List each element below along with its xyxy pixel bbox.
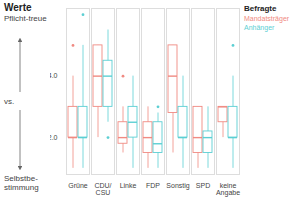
html-text:Werte: Werte (4, 2, 32, 13)
html-text:Pflicht-treue: Pflicht-treue (4, 14, 47, 23)
svg-text:keineAngabe: keineAngabe (216, 182, 240, 197)
svg-text:Sonstig: Sonstig (166, 182, 189, 190)
svg-text:2.0: 2.0 (50, 134, 58, 141)
html-text:vs.: vs. (4, 97, 15, 106)
html-text:Anhänger: Anhänger (244, 24, 275, 31)
html-text:Selbstbe-stimmung: Selbstbe-stimmung (4, 174, 39, 192)
svg-text:CDU/CSU: CDU/CSU (94, 182, 111, 196)
svg-text:4.0: 4.0 (50, 72, 58, 79)
svg-text:Linke: Linke (120, 182, 137, 189)
html-text:Befragte: Befragte (244, 4, 277, 13)
svg-text:FDP: FDP (146, 182, 160, 189)
svg-text:Grüne: Grüne (68, 182, 88, 189)
html-text:Mandatsträger: Mandatsträger (244, 15, 290, 22)
svg-text:SPD: SPD (196, 182, 210, 189)
